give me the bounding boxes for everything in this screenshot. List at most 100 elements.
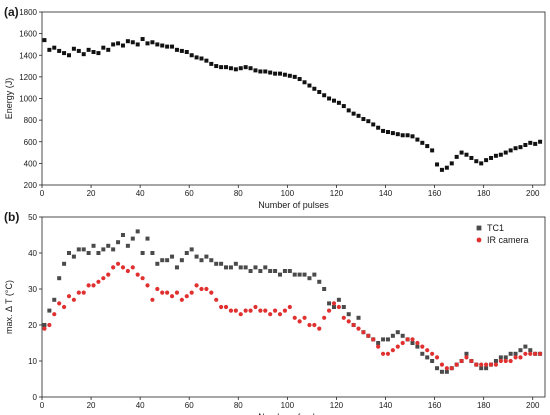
- panel-b-series-0-point: [145, 236, 150, 241]
- panel-a-series-0-point: [52, 45, 57, 50]
- panel-b-series-0-point: [508, 351, 513, 356]
- panel-a-series-0-point: [474, 159, 479, 164]
- panel-b-x-axis-title: Number of pulses: [258, 412, 329, 415]
- panel-b-series-1-point: [380, 351, 386, 356]
- panel-a-series-0-point: [214, 64, 219, 69]
- panel-a-series-0-point: [538, 139, 543, 144]
- panel-b-series-1-point: [395, 344, 400, 349]
- panel-a-x-tick-label: 20: [87, 189, 96, 198]
- panel-a-series-0-point: [371, 122, 376, 127]
- panel-a-series-0-point: [410, 134, 415, 139]
- panel-a-series-0-point: [224, 65, 229, 70]
- panel-b-series-0-point: [204, 254, 209, 259]
- panel-b-series-1-point: [302, 315, 307, 320]
- panel-b-series-0-point: [238, 265, 243, 270]
- panel-b-series-0-point: [47, 308, 52, 313]
- panel-a-series-0-point: [425, 144, 430, 149]
- panel-b-series-1-point: [282, 308, 288, 313]
- panel-a-y-tick-label: 800: [24, 116, 38, 125]
- panel-a-series-0-point: [449, 161, 454, 166]
- panel-b-x-tick-label: 100: [281, 401, 295, 410]
- panel-b-series-1-point: [493, 362, 499, 367]
- panel-b-series-0-point: [140, 251, 145, 255]
- panel-a-series-0-point: [341, 104, 346, 109]
- panel-a-x-tick-label: 180: [477, 189, 491, 198]
- panel-a-series-0-point: [233, 67, 238, 72]
- panel-b-y-tick-label: 40: [28, 249, 37, 258]
- panel-b-series-0-point: [116, 240, 121, 245]
- panel-a-series-0-point: [528, 140, 533, 145]
- panel-b-series-0-point: [278, 272, 283, 277]
- panel-b-legend-label-0: TC1: [487, 223, 504, 233]
- panel-a-series-0-point: [111, 42, 116, 47]
- panel-b-series-0-point: [415, 344, 420, 349]
- panel-b-y-tick-label: 0: [33, 393, 38, 402]
- panel-a-series-0-point: [248, 66, 253, 71]
- panel-b-series-0-point: [381, 337, 386, 342]
- panel-a-series-0-point: [508, 148, 513, 153]
- panel-b-y-tick-label: 10: [28, 357, 37, 366]
- panel-b-series-1-point: [287, 304, 292, 310]
- panel-b-series-0-point: [71, 254, 76, 259]
- panel-b-x-tick-label: 40: [136, 401, 145, 410]
- panel-a-series-0-point: [376, 125, 381, 130]
- panel-b-series-1-point: [106, 272, 111, 277]
- panel-b-series-0-point: [336, 297, 341, 302]
- panel-b-series-1-point: [155, 286, 160, 292]
- panel-b-series-1-point: [400, 340, 405, 346]
- panel-b-series-0-point: [253, 265, 258, 270]
- panel-a-series-0-point: [86, 47, 91, 52]
- panel-a-label: (a): [4, 5, 19, 19]
- panel-a-y-tick-label: 1600: [19, 30, 37, 39]
- panel-b-series-1-point: [459, 358, 464, 364]
- panel-b-series-0-point: [125, 243, 130, 248]
- panel-a-y-tick-label: 600: [24, 138, 38, 147]
- panel-b-series-1-point: [91, 283, 96, 288]
- panel-b-series-1-point: [272, 308, 278, 313]
- panel-a-series-0-point: [125, 39, 130, 44]
- panel-b-series-0-point: [174, 265, 179, 270]
- panel-b-series-1-point: [498, 358, 503, 364]
- panel-a-series-0-point: [479, 161, 484, 166]
- panel-b-series-0-point: [297, 272, 302, 277]
- panel-b-series-0-point: [179, 258, 184, 263]
- panel-a-series-0-point: [66, 53, 71, 58]
- panel-b-series-1-point: [341, 315, 346, 320]
- panel-b-series-0-point: [523, 344, 528, 349]
- panel-b-series-0-point: [194, 254, 199, 259]
- panel-b-series-1-point: [115, 261, 121, 266]
- panel-a-series-0-point: [106, 47, 111, 52]
- panel-a-series-0-point: [287, 73, 292, 78]
- panel-a-series-0-point: [160, 43, 165, 48]
- panel-a-series-0-point: [96, 51, 101, 56]
- panel-a-series-0-point: [120, 43, 125, 48]
- panel-a-series-0-point: [165, 44, 170, 49]
- panel-b-series-1-point: [434, 355, 440, 360]
- panel-b-series-1-point: [425, 348, 430, 353]
- panel-a-series-0-point: [503, 150, 508, 155]
- panel-b-series-1-point: [57, 301, 62, 306]
- panel-b-series-1-point: [390, 348, 395, 353]
- panel-a-series-0-point: [179, 48, 184, 53]
- panel-b-series-1-point: [228, 308, 234, 313]
- panel-a-series-0-point: [184, 50, 189, 55]
- panel-a-series-0-point: [317, 90, 322, 95]
- panel-b-x-tick-label: 180: [477, 401, 491, 410]
- panel-a-y-tick-label: 1200: [19, 73, 37, 82]
- panel-b-series-0-point: [513, 351, 518, 356]
- panel-a-y-tick-label: 1400: [19, 51, 37, 60]
- panel-b-series-0-point: [435, 366, 440, 371]
- panel-b-series-0-point: [430, 359, 435, 363]
- panel-b-series-1-point: [518, 355, 523, 360]
- panel-b-y-tick-label: 50: [28, 213, 37, 222]
- panel-b-series-0-point: [86, 251, 91, 255]
- panel-a-series-0-point: [415, 137, 420, 142]
- panel-b-series-0-point: [410, 341, 415, 345]
- panel-b-series-0-point: [385, 337, 390, 342]
- panel-b-series-1-point: [479, 362, 484, 367]
- panel-b-series-0-point: [528, 348, 533, 353]
- panel-b-series-1-point: [503, 358, 508, 364]
- panel-b-series-0-point: [258, 269, 263, 273]
- panel-b-series-1-point: [214, 297, 219, 302]
- panel-a-series-0-point: [278, 71, 283, 76]
